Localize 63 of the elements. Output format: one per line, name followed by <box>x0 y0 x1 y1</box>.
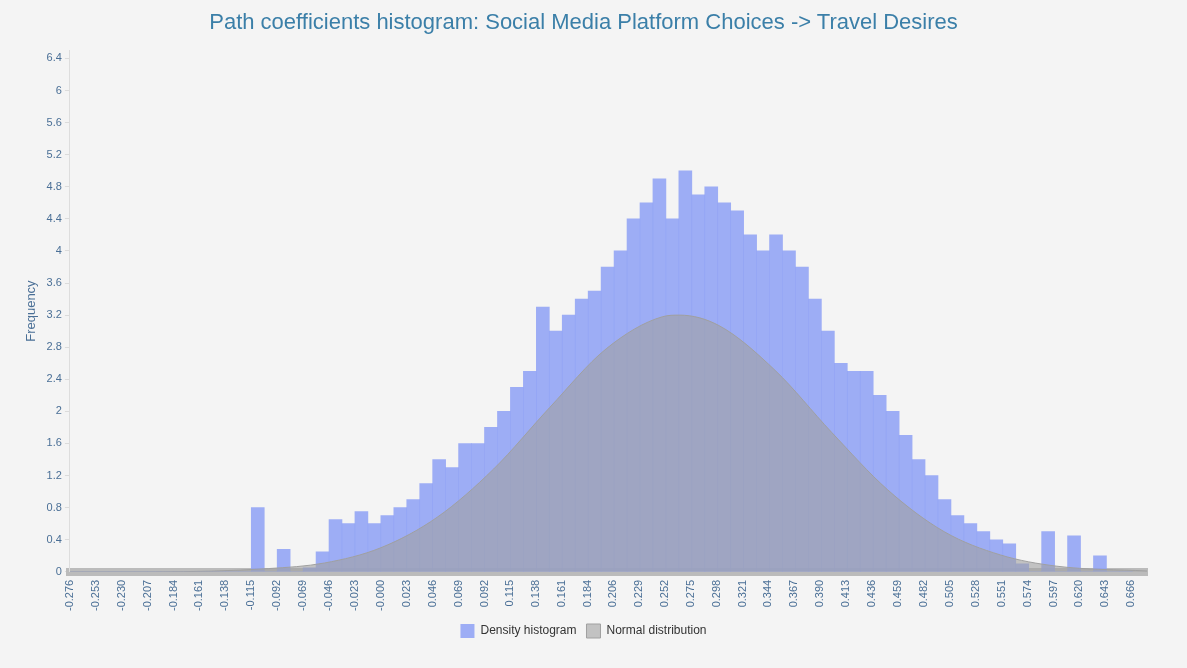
x-tick-label: 0.620 <box>1072 579 1085 608</box>
x-tick-label: 0.551 <box>994 579 1007 608</box>
x-tick-label: -0.115 <box>244 579 257 611</box>
y-tick-label: 1.2 <box>46 468 62 481</box>
x-tick-label: 0.390 <box>813 579 826 608</box>
x-tick-label: -0.092 <box>270 579 283 612</box>
y-tick-label: 2 <box>55 404 62 417</box>
x-tick-label: 0.092 <box>477 579 490 608</box>
x-tick-label: -0.000 <box>373 579 386 612</box>
y-tick-label: 3.2 <box>46 308 62 321</box>
x-tick-label: -0.023 <box>347 579 360 612</box>
y-tick-label: 0.8 <box>46 500 62 513</box>
x-tick-label: -0.138 <box>218 579 231 612</box>
x-tick-label: -0.276 <box>62 579 75 612</box>
y-tick-label: 0 <box>55 564 62 577</box>
x-tick-label: 0.206 <box>605 579 618 608</box>
x-tick-label: 0.138 <box>529 579 542 608</box>
y-tick-label: 1.6 <box>46 436 62 449</box>
y-tick-label: 3.6 <box>46 276 62 289</box>
x-tick-label: 0.115 <box>503 579 516 607</box>
x-tick-label: 0.069 <box>451 579 464 608</box>
x-tick-label: 0.046 <box>425 579 438 608</box>
y-tick-label: 4.8 <box>46 179 62 192</box>
x-tick-label: -0.207 <box>140 579 153 612</box>
legend-label: Normal distribution <box>606 623 707 638</box>
x-tick-label: 0.413 <box>839 579 852 608</box>
x-tick-label: 0.459 <box>891 579 904 608</box>
x-tick-label: -0.184 <box>166 579 179 612</box>
y-tick-label: 6.4 <box>46 51 62 64</box>
x-tick-label: 0.298 <box>709 579 722 608</box>
x-tick-label: 0.505 <box>942 579 955 608</box>
x-tick-label: 0.229 <box>631 579 644 608</box>
x-tick-label: -0.069 <box>296 579 309 612</box>
y-tick-label: 6 <box>55 83 62 96</box>
y-tick-label: 2.4 <box>46 372 62 385</box>
y-tick-label: 4.4 <box>46 211 62 224</box>
x-tick-label: 0.344 <box>761 579 774 608</box>
x-tick-label: 0.436 <box>865 579 878 608</box>
x-tick-label: 0.321 <box>735 579 748 608</box>
x-tick-label: 0.574 <box>1020 579 1033 608</box>
x-tick-label: 0.482 <box>916 579 929 608</box>
y-tick-label: 5.2 <box>46 147 62 160</box>
y-tick-label: 0.4 <box>46 532 62 545</box>
y-axis-title: Frequency <box>23 279 39 342</box>
x-tick-label: 0.184 <box>581 579 594 608</box>
x-tick-label: 0.275 <box>683 579 696 608</box>
x-tick-label: 0.161 <box>555 579 568 608</box>
y-tick-label: 2.8 <box>46 340 62 353</box>
x-tick-label: 0.367 <box>787 579 800 608</box>
x-tick-label: 0.643 <box>1098 579 1111 608</box>
legend-label: Density histogram <box>480 623 577 638</box>
x-tick-label: -0.230 <box>114 579 127 612</box>
y-tick-label: 4 <box>55 243 62 256</box>
x-tick-label: -0.046 <box>322 579 335 612</box>
chart-title: Path coefficients histogram: Social Media Platform Choices -> Travel Desires <box>209 9 958 35</box>
x-tick-label: 0.252 <box>657 579 670 608</box>
x-tick-label: -0.253 <box>88 579 101 612</box>
x-tick-label: 0.666 <box>1124 579 1137 608</box>
x-tick-label: -0.161 <box>192 579 205 612</box>
x-tick-label: 0.528 <box>968 579 981 608</box>
x-tick-label: 0.023 <box>399 579 412 608</box>
y-tick-label: 5.6 <box>46 115 62 128</box>
x-tick-label: 0.597 <box>1046 579 1059 608</box>
